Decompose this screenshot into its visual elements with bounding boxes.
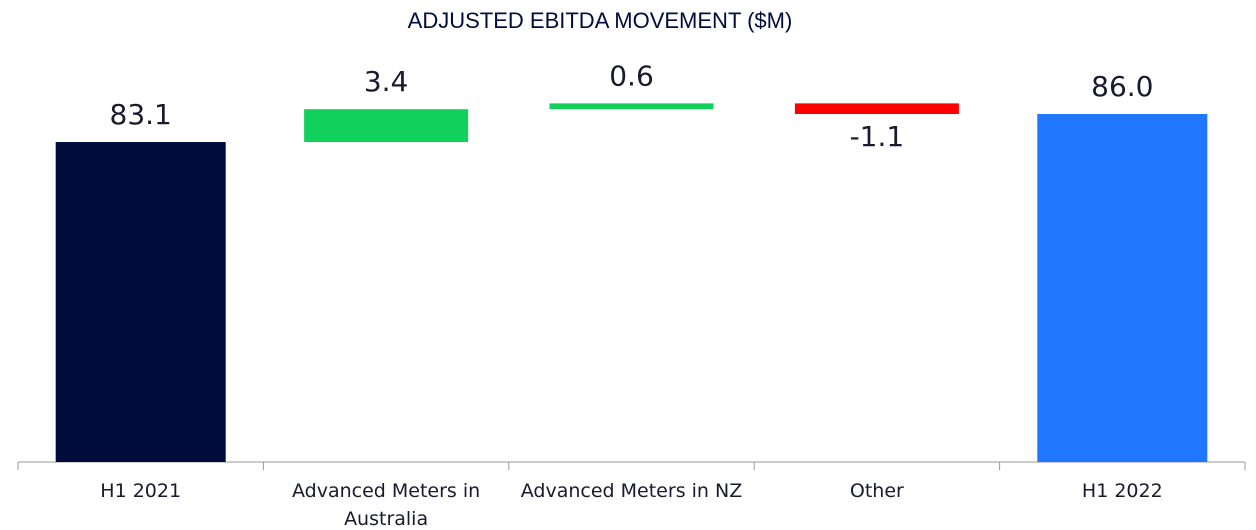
x-tick-label: Advanced Meters in NZ [520,480,743,502]
bar [794,103,959,114]
bar [304,109,469,143]
bar [1037,114,1208,462]
bar [549,103,714,110]
data-label: 83.1 [110,98,172,131]
x-tick-label: H1 2021 [100,480,182,502]
data-label: 3.4 [364,65,409,98]
data-label: 86.0 [1091,70,1153,103]
data-label: -1.1 [850,120,905,153]
chart-title: ADJUSTED EBITDA MOVEMENT ($M) [408,8,793,33]
data-label: 0.6 [609,59,654,92]
x-tick-label: Other [849,480,904,502]
x-tick-label: Advanced Meters in Australia [292,480,481,530]
x-tick-label: H1 2022 [1081,480,1163,502]
bar [55,142,226,463]
